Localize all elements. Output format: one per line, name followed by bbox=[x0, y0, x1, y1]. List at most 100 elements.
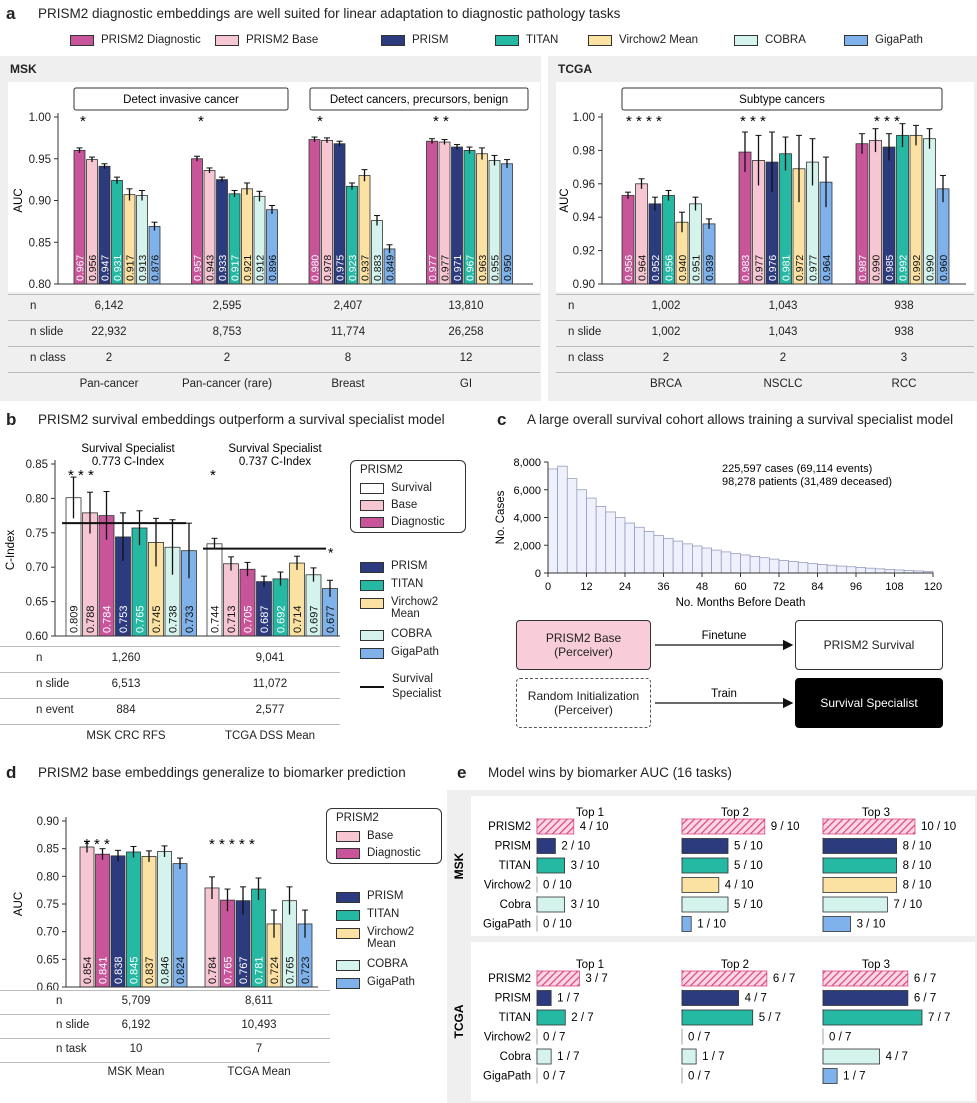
legend-swatch bbox=[336, 978, 360, 989]
cohort-stat-cases: 225,597 cases (69,114 events) bbox=[722, 463, 872, 475]
table-rule bbox=[0, 646, 340, 647]
y-tick-label: 1.00 bbox=[573, 112, 595, 124]
table-cell: 10 bbox=[129, 1043, 143, 1055]
table-rule bbox=[0, 724, 340, 725]
legend-item: Virchow2 Mean bbox=[360, 596, 438, 620]
data-label: 0.978 bbox=[322, 255, 334, 281]
table-column-label: Pan-cancer (rare) bbox=[181, 378, 273, 390]
y-tick-label: 0.60 bbox=[37, 982, 59, 990]
legend-swatch bbox=[360, 580, 384, 591]
data-label: 0.980 bbox=[310, 255, 322, 281]
data-label: 0.977 bbox=[754, 255, 766, 281]
table-cell: 5,709 bbox=[121, 995, 151, 1007]
y-axis-label: C-Index bbox=[5, 530, 17, 571]
wins-bar bbox=[536, 1009, 566, 1026]
significance-star: * * * bbox=[84, 836, 110, 853]
table-row-label: n slide bbox=[36, 678, 70, 690]
prism2-base-box: PRISM2 Base (Perceiver) bbox=[516, 620, 651, 670]
y-tick-label: 0.90 bbox=[29, 196, 51, 208]
legend-label: Base bbox=[391, 499, 418, 511]
x-tick-label: 36 bbox=[657, 581, 669, 593]
significance-star: * bbox=[210, 467, 216, 484]
survival-specialist-box-text: Survival Specialist bbox=[820, 696, 918, 710]
table-cell: 2 bbox=[105, 352, 113, 364]
table-cell: 12 bbox=[459, 352, 473, 364]
data-label: 0.947 bbox=[100, 255, 112, 281]
data-label: 0.940 bbox=[677, 255, 689, 281]
group-box bbox=[621, 87, 943, 111]
significance-star: * * bbox=[433, 113, 449, 130]
legend-label: Survival bbox=[391, 482, 432, 494]
wins-bar bbox=[681, 877, 720, 893]
y-tick-label: 0.70 bbox=[37, 927, 59, 939]
model-label: PRISM2 bbox=[488, 973, 531, 985]
table-cell: 2,595 bbox=[212, 300, 242, 312]
table-cell: 1,002 bbox=[651, 326, 681, 338]
legend-item: GigaPath bbox=[336, 976, 415, 989]
wins-label: 10 / 10 bbox=[921, 821, 956, 833]
model-label: Cobra bbox=[500, 899, 532, 911]
wins-bar bbox=[681, 1009, 754, 1026]
data-label: 0.992 bbox=[911, 255, 923, 281]
wins-label: 0 / 7 bbox=[543, 1071, 565, 1083]
wins-label: 0 / 10 bbox=[543, 880, 572, 892]
legend-swatch bbox=[336, 892, 360, 903]
histogram-bar bbox=[817, 564, 828, 574]
wins-label: 7 / 7 bbox=[928, 1012, 950, 1024]
y-tick-label: 0.65 bbox=[26, 597, 48, 609]
legend-label: GigaPath bbox=[875, 34, 923, 46]
wins-label: 1 / 7 bbox=[557, 993, 579, 1005]
x-tick-label: 108 bbox=[885, 581, 903, 593]
data-label: 0.967 bbox=[75, 255, 87, 281]
y-tick-label: 0.90 bbox=[573, 279, 595, 291]
data-label: 0.992 bbox=[898, 255, 910, 281]
significance-star: * * * bbox=[740, 113, 766, 130]
table-rule bbox=[0, 1038, 330, 1039]
wins-label: 1 / 7 bbox=[843, 1071, 865, 1083]
table-row-label: n slide bbox=[568, 326, 602, 338]
legend-item: TITAN bbox=[360, 578, 423, 591]
wins-label: 2 / 10 bbox=[561, 841, 590, 853]
specialist-label: Survival Specialist bbox=[228, 443, 322, 455]
finetune-label: Finetune bbox=[702, 630, 747, 642]
data-label: 0.917 bbox=[230, 255, 242, 281]
histogram-bar bbox=[740, 554, 751, 574]
legend-swatch bbox=[360, 648, 384, 659]
data-label: 0.983 bbox=[740, 255, 752, 281]
histogram-bar bbox=[759, 557, 770, 574]
histogram-bar bbox=[682, 543, 693, 574]
data-label: 0.845 bbox=[129, 956, 141, 984]
data-label: 0.985 bbox=[884, 255, 896, 281]
x-tick-label: 48 bbox=[696, 581, 708, 593]
data-label: 0.937 bbox=[360, 255, 372, 281]
group-label: Detect invasive cancer bbox=[123, 94, 239, 106]
data-label: 0.738 bbox=[168, 605, 180, 633]
table-cell: 884 bbox=[116, 704, 136, 716]
table-cell: 1,002 bbox=[651, 300, 681, 312]
table-cell: 13,810 bbox=[448, 300, 484, 312]
wins-section-label: MSK bbox=[452, 852, 466, 879]
panel-c-title: A large overall survival cohort allows t… bbox=[527, 412, 954, 427]
legend-item: Survival bbox=[360, 482, 432, 494]
data-label: 0.784 bbox=[102, 605, 114, 633]
prism2-legend-box bbox=[326, 808, 442, 864]
data-label: 0.713 bbox=[226, 605, 238, 633]
table-cell: 2 bbox=[662, 352, 670, 364]
y-tick-label: 0.85 bbox=[37, 844, 59, 856]
legend-label: COBRA bbox=[765, 34, 806, 46]
legend-swatch bbox=[360, 562, 384, 573]
wins-label: 6 / 7 bbox=[914, 993, 936, 1005]
legend-item: Virchow2 Mean bbox=[336, 926, 414, 950]
data-label: 0.939 bbox=[704, 255, 716, 281]
histogram-bar bbox=[826, 564, 838, 574]
survival-legend: PRISM2 Survival Base Diagnostic PRISM TITAN Vi… bbox=[350, 460, 475, 720]
y-tick-label: 0.70 bbox=[26, 562, 48, 574]
wins-label: 5 / 7 bbox=[759, 1012, 781, 1024]
wins-bar bbox=[681, 970, 768, 987]
biomarker-auc-chart: 0.60 0.65 0.70 0.75 0.80 0.85 0.90 AUC 0.854 0.84… bbox=[13, 816, 318, 990]
legend-swatch bbox=[336, 847, 360, 859]
panel-a-title: PRISM2 diagnostic embeddings are well su… bbox=[38, 6, 621, 21]
legend-swatch bbox=[215, 34, 239, 46]
histogram-bar bbox=[672, 540, 684, 574]
data-label: 0.923 bbox=[347, 255, 359, 281]
